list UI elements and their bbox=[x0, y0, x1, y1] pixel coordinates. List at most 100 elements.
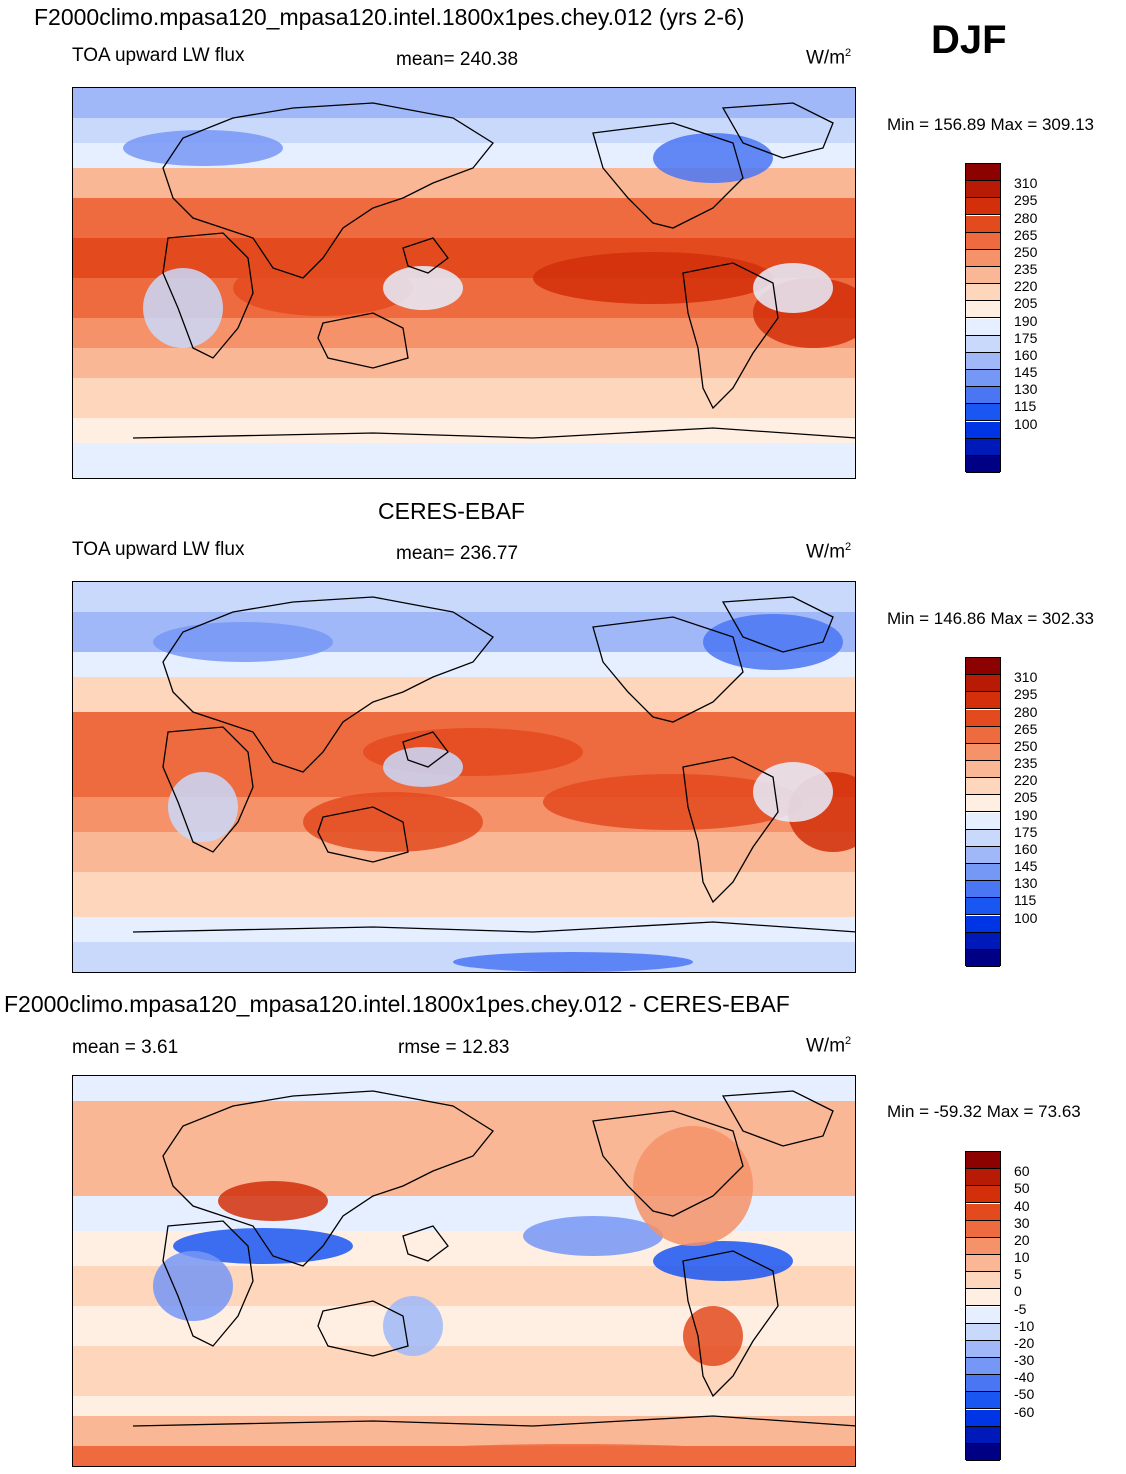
panel1-map bbox=[72, 87, 856, 479]
panel3-map bbox=[72, 1075, 856, 1467]
map-shading-band bbox=[73, 378, 855, 418]
coastline bbox=[162, 232, 254, 359]
colorbar-segment bbox=[966, 949, 1000, 967]
colorbar-tick-label: 205 bbox=[1014, 295, 1038, 312]
coastline bbox=[721, 1090, 834, 1147]
colorbar-tick-label: -5 bbox=[1014, 1300, 1027, 1317]
map-shading-cell bbox=[168, 772, 238, 842]
season-label: DJF bbox=[931, 18, 1007, 62]
colorbar-segment bbox=[966, 675, 1000, 693]
colorbar-tick-label: 20 bbox=[1014, 1231, 1030, 1248]
colorbar-segment bbox=[966, 761, 1000, 779]
colorbar-segment bbox=[966, 335, 1000, 353]
coastline bbox=[162, 596, 494, 773]
colorbar-tick-label: 130 bbox=[1014, 381, 1038, 398]
colorbar-tick-label: -60 bbox=[1014, 1403, 1035, 1420]
colorbar-tick-label: 160 bbox=[1014, 346, 1038, 363]
colorbar-segment bbox=[966, 658, 1000, 676]
map-shading-cell bbox=[143, 268, 223, 348]
colorbar-segment bbox=[966, 1375, 1000, 1393]
coastline bbox=[682, 262, 779, 410]
map-shading-band bbox=[73, 582, 855, 612]
colorbar-segment bbox=[966, 1203, 1000, 1221]
coastline bbox=[317, 312, 409, 369]
colorbar-segment bbox=[966, 387, 1000, 405]
panel1-variable-label: TOA upward LW flux bbox=[72, 45, 245, 66]
colorbar-tick-label: 60 bbox=[1014, 1163, 1030, 1180]
colorbar-tick-label: 10 bbox=[1014, 1249, 1030, 1265]
coastline bbox=[721, 102, 834, 159]
colorbar-segment bbox=[966, 438, 1000, 456]
map-shading-cell bbox=[753, 762, 833, 822]
map-shading-cell bbox=[453, 952, 693, 972]
colorbar-tick-label: 280 bbox=[1014, 703, 1038, 720]
panel1-mean-label: mean= 240.38 bbox=[396, 49, 519, 70]
coastline bbox=[592, 1110, 744, 1217]
colorbar-segment bbox=[966, 864, 1000, 882]
colorbar-segment bbox=[966, 267, 1000, 285]
panel1-units-label: W/m2 bbox=[806, 47, 852, 69]
colorbar-segment bbox=[966, 1220, 1000, 1238]
colorbar-tick-label: 100 bbox=[1014, 909, 1038, 926]
map-shading-cell bbox=[383, 1296, 443, 1356]
map-shading-band bbox=[73, 198, 855, 238]
colorbar-tick-label: 250 bbox=[1014, 737, 1038, 754]
map-shading-band bbox=[73, 677, 855, 712]
map-shading-cell bbox=[123, 130, 283, 166]
colorbar-segment bbox=[966, 1443, 1000, 1461]
panel1-title: F2000climo.mpasa120_mpasa120.intel.1800x… bbox=[34, 4, 745, 30]
colorbar-segment bbox=[966, 249, 1000, 267]
panel2-variable-label: TOA upward LW flux bbox=[72, 539, 245, 560]
colorbar-tick-label: 115 bbox=[1014, 892, 1037, 909]
map-shading-band bbox=[73, 443, 855, 478]
coastline bbox=[682, 1250, 779, 1398]
colorbar-segment bbox=[966, 404, 1000, 422]
map-shading-band bbox=[73, 1416, 855, 1446]
colorbar-tick-label: 310 bbox=[1014, 669, 1038, 686]
map-shading-cell bbox=[683, 1306, 743, 1366]
colorbar-segment bbox=[966, 778, 1000, 796]
colorbar-segment bbox=[966, 932, 1000, 950]
colorbar-segment bbox=[966, 232, 1000, 250]
map-shading-band bbox=[73, 872, 855, 917]
colorbar-segment bbox=[966, 709, 1000, 727]
map-shading-band bbox=[73, 942, 855, 972]
map-shading-cell bbox=[523, 1216, 663, 1256]
colorbar-segment bbox=[966, 1392, 1000, 1410]
panel2-title: CERES-EBAF bbox=[378, 498, 525, 524]
coastline bbox=[402, 1225, 449, 1262]
colorbar-tick-label: 100 bbox=[1014, 415, 1038, 432]
colorbar-segment bbox=[966, 301, 1000, 319]
colorbar-tick-label: 145 bbox=[1014, 858, 1038, 874]
colorbar-tick-label: 5 bbox=[1014, 1266, 1022, 1283]
colorbar-segment bbox=[966, 1255, 1000, 1273]
panel2-units-label: W/m2 bbox=[806, 541, 852, 563]
map-shading-cell bbox=[633, 1126, 753, 1246]
map-shading-band bbox=[73, 348, 855, 378]
coastline bbox=[162, 1220, 254, 1347]
colorbar-segment bbox=[966, 829, 1000, 847]
colorbar-tick-label: 0 bbox=[1014, 1283, 1022, 1300]
panel3-colorbar bbox=[965, 1151, 1001, 1461]
colorbar-segment bbox=[966, 370, 1000, 388]
colorbar-tick-label: -50 bbox=[1014, 1386, 1035, 1403]
colorbar-segment bbox=[966, 1289, 1000, 1307]
colorbar-tick-label: 175 bbox=[1014, 823, 1038, 840]
coastline bbox=[682, 756, 779, 904]
colorbar-tick-label: 235 bbox=[1014, 755, 1038, 771]
colorbar-segment bbox=[966, 692, 1000, 710]
colorbar-tick-label: 160 bbox=[1014, 840, 1038, 857]
colorbar-segment bbox=[966, 812, 1000, 830]
map-shading-cell bbox=[218, 1181, 328, 1221]
colorbar-segment bbox=[966, 1186, 1000, 1204]
colorbar-segment bbox=[966, 898, 1000, 916]
colorbar-tick-label: 295 bbox=[1014, 686, 1038, 703]
panel1-colorbar bbox=[965, 163, 1001, 473]
colorbar-tick-label: 40 bbox=[1014, 1197, 1030, 1214]
coastline bbox=[132, 427, 855, 439]
panel2-minmax-label: Min = 146.86 Max = 302.33 bbox=[887, 609, 1094, 628]
colorbar-tick-label: 175 bbox=[1014, 329, 1038, 346]
colorbar-tick-label: 265 bbox=[1014, 720, 1038, 737]
coastline bbox=[721, 596, 834, 653]
colorbar-segment bbox=[966, 1272, 1000, 1290]
